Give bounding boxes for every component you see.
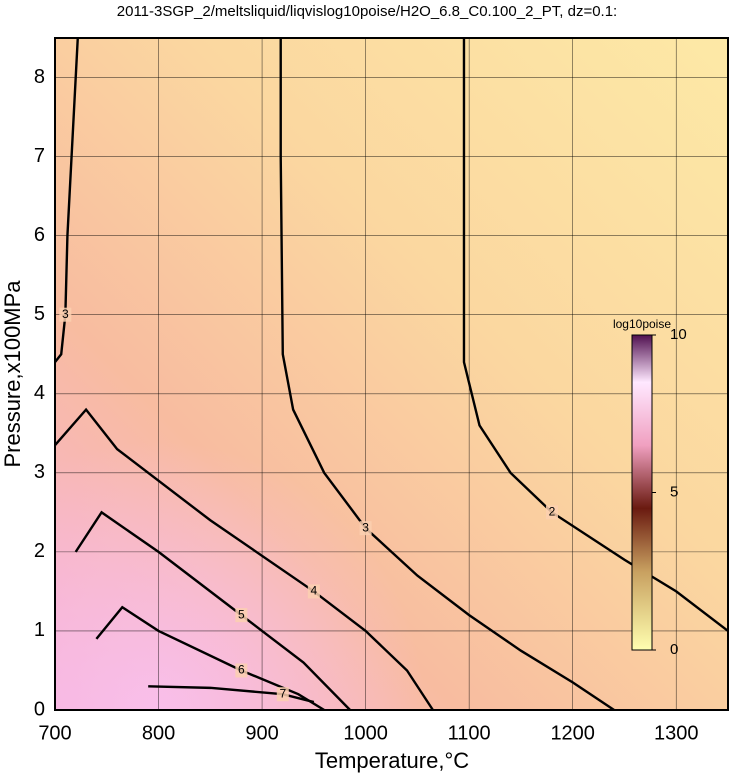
y-tick-label: 1 <box>34 619 45 641</box>
colorbar-tick-label: 10 <box>670 326 687 343</box>
contour-label: 4 <box>311 584 318 598</box>
contour-label-bg <box>235 608 248 623</box>
plot-shade <box>55 38 728 710</box>
contour-line <box>74 510 351 711</box>
y-tick-label: 4 <box>34 382 45 404</box>
y-tick-label: 2 <box>34 540 45 562</box>
x-tick-label: 1000 <box>343 722 388 744</box>
contour-label: 7 <box>279 686 286 700</box>
x-tick-label: 1300 <box>654 722 699 744</box>
contour-line <box>462 38 729 632</box>
x-tick-label: 700 <box>38 722 71 744</box>
y-tick-label: 8 <box>34 66 45 88</box>
x-tick-label: 1200 <box>550 722 595 744</box>
y-tick-label: 0 <box>34 698 45 720</box>
chart-title: 2011-3SGP_2/meltsliquid/liqvislog10poise… <box>117 3 617 20</box>
contour-label-bg <box>276 687 289 702</box>
contour-label-bg <box>359 521 372 536</box>
x-tick-label: 1100 <box>448 722 491 744</box>
contour-label: 3 <box>362 520 369 534</box>
colorbar-title: log10poise <box>613 317 671 331</box>
contour-label-bg <box>545 505 558 520</box>
y-tick-label: 7 <box>34 145 45 167</box>
contour-line <box>148 685 315 704</box>
colorbar-tick-label: 0 <box>670 641 678 658</box>
y-tick-label: 3 <box>34 461 45 483</box>
contour-label: 6 <box>238 663 245 677</box>
contour-label: 2 <box>549 505 556 519</box>
contour-line <box>54 407 434 711</box>
contour-label: 3 <box>62 307 69 321</box>
plot-frame <box>54 37 729 711</box>
x-axis-label: Temperature,°C <box>315 748 469 773</box>
colorbar <box>631 334 653 651</box>
y-tick-label: 5 <box>34 303 45 325</box>
x-tick-label: 900 <box>245 722 278 744</box>
colorbar-tick-label: 5 <box>670 483 678 500</box>
contour-label-bg <box>235 663 248 678</box>
y-axis-label: Pressure,x100MPa <box>0 280 25 468</box>
x-tick-label: 800 <box>142 722 175 744</box>
contour-label-bg <box>59 307 72 322</box>
y-tick-label: 6 <box>34 224 45 246</box>
contour-line <box>95 605 325 712</box>
contour-label-bg <box>307 584 320 599</box>
contour-label: 5 <box>238 607 245 621</box>
contour-line <box>54 37 79 363</box>
